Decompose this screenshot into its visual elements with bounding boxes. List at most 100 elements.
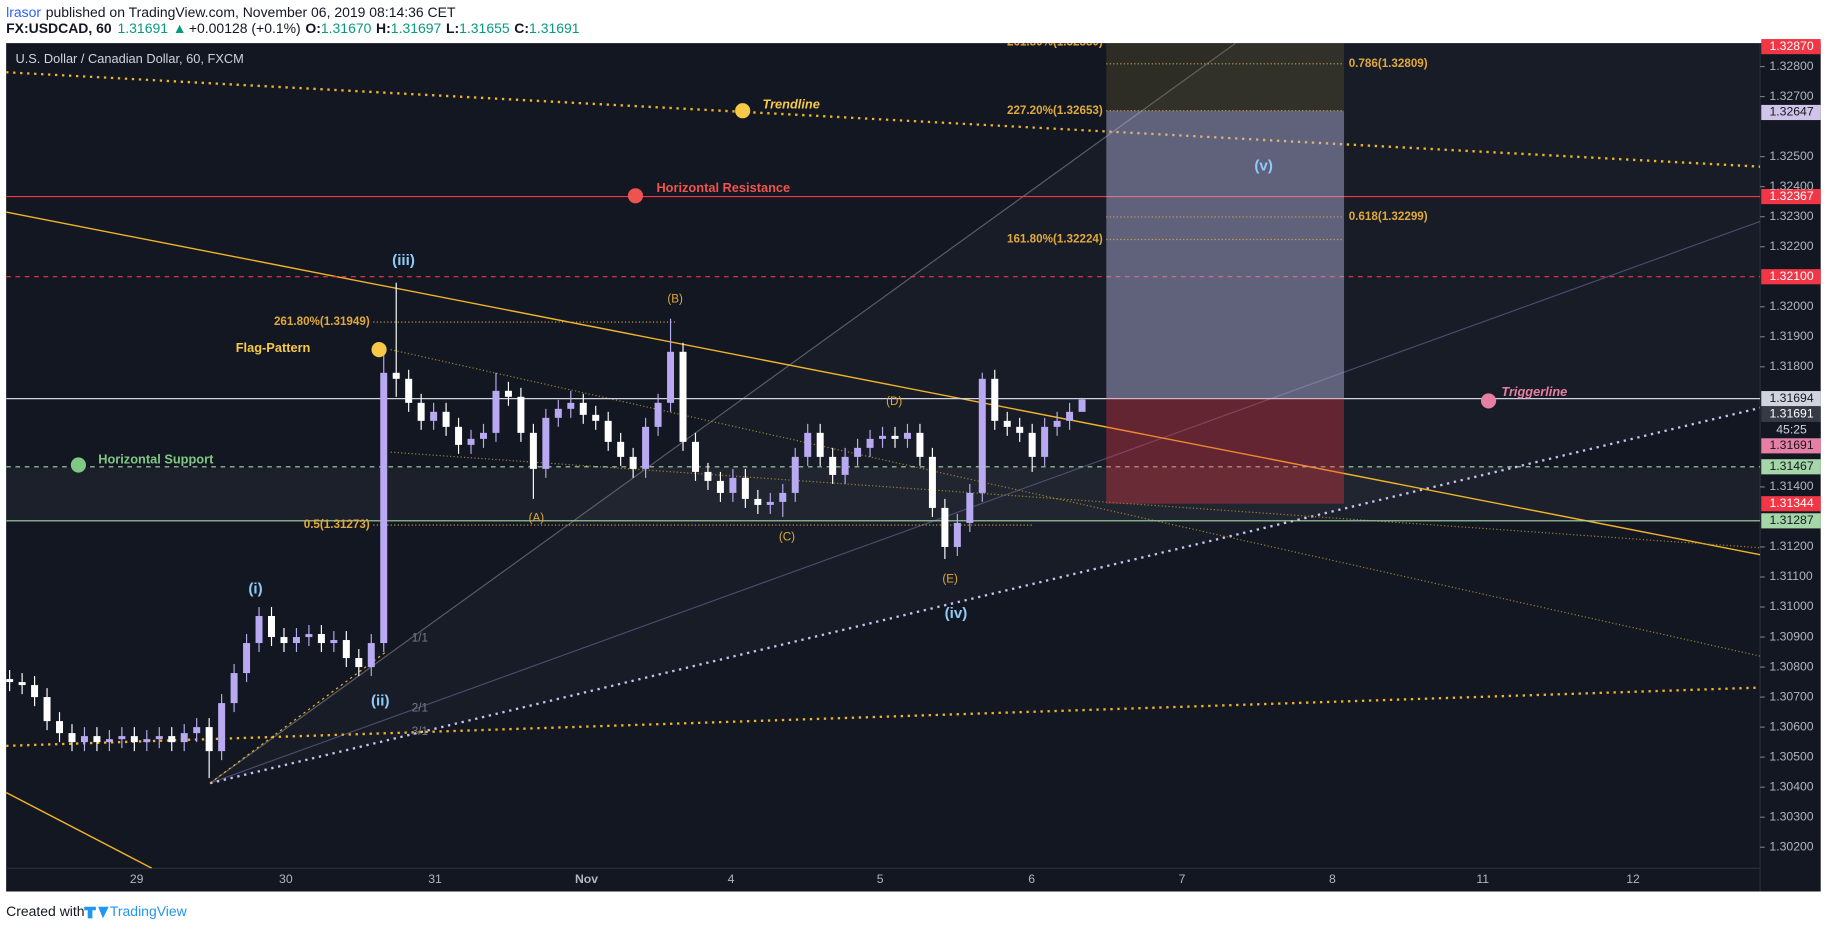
footer-brand: TradingView: [110, 903, 188, 919]
y-tick-label: 1.30200: [1769, 839, 1813, 853]
candle-body: [430, 411, 438, 421]
footer-background: [6, 891, 1828, 930]
fib-label: 0.786(1.32809): [1349, 57, 1428, 70]
price-tag: 1.31344: [1769, 496, 1813, 510]
candle-body: [642, 426, 650, 469]
price-tag-bg: [1761, 459, 1821, 475]
candle-body: [68, 733, 76, 743]
symbol-line: FX:USDCAD, 60 1.31691 ▲ +0.00128 (+0.1%) O:1…: [6, 20, 580, 36]
candle-body: [31, 685, 39, 698]
annotation: Horizontal Resistance: [656, 180, 790, 195]
candle-body: [928, 456, 936, 508]
candle-body: [105, 739, 113, 743]
candle-body: [941, 507, 949, 547]
candle-body: [1028, 432, 1036, 457]
candle-body: [891, 435, 899, 439]
arrow: ▲: [173, 20, 187, 36]
candle-body: [604, 420, 612, 442]
countdown: 45:25: [1776, 422, 1807, 436]
candle-body: [205, 727, 213, 752]
x-tick-label: 8: [1329, 872, 1336, 886]
last-price: 1.31691: [118, 20, 169, 36]
price-tag: 1.31287: [1769, 513, 1813, 527]
ohlc-value: 1.31691: [529, 20, 580, 36]
y-tick-label: 1.31100: [1769, 569, 1812, 583]
y-tick-label: 1.30800: [1769, 659, 1813, 673]
x-tick-label: 30: [279, 872, 293, 886]
candle-body: [193, 727, 201, 734]
price-tag-bg: [1761, 188, 1821, 205]
candle-body: [93, 736, 101, 743]
y-tick-label: 1.32800: [1769, 59, 1813, 73]
y-tick-label: 1.31900: [1769, 329, 1813, 343]
fan-label: 3/1: [412, 725, 428, 738]
candle-body: [617, 441, 625, 457]
wave-label: (v): [1254, 158, 1273, 175]
candle-body: [168, 736, 176, 743]
y-tick-label: 1.30500: [1769, 749, 1813, 763]
wave-label: (iv): [945, 605, 968, 622]
y-tick-label: 1.30600: [1769, 719, 1813, 733]
candle-body: [667, 351, 675, 403]
candle-body: [654, 402, 662, 427]
candle-body: [6, 679, 14, 683]
price-tag-bg: [1761, 39, 1821, 55]
author: lrasor: [6, 4, 41, 20]
candle-body: [380, 372, 388, 644]
price-tag: 1.31691: [1769, 407, 1813, 421]
candle-body: [43, 697, 51, 722]
candle-body: [841, 456, 849, 475]
candle-body: [355, 658, 363, 668]
ohlc-key: L:: [446, 20, 459, 36]
x-tick-label: 12: [1626, 872, 1640, 886]
y-tick-label: 1.32700: [1769, 89, 1813, 103]
candle-body: [916, 432, 924, 457]
candle-body: [866, 438, 874, 448]
logo: [84, 906, 109, 919]
price-tag-bg: [1761, 406, 1821, 422]
y-tick-label: 1.30700: [1769, 689, 1813, 703]
annotation-dot: [735, 103, 751, 119]
trend-line: [6, 791, 153, 869]
ohlc-value: 1.31670: [321, 20, 372, 36]
fan-label: 2/1: [412, 702, 428, 715]
candle-body: [1003, 420, 1011, 427]
wave-label: (i): [248, 581, 262, 598]
candle-body: [180, 733, 188, 743]
fib-label: 161.80%(1.32224): [1007, 233, 1103, 246]
ohlc-key: H:: [376, 20, 391, 36]
candle-body: [143, 739, 151, 743]
candle-body: [330, 640, 338, 644]
candle-body: [966, 492, 974, 523]
price-tag: 1.31467: [1769, 459, 1813, 473]
price-tag: 1.32100: [1769, 269, 1813, 283]
fib-label: 261.80%(1.31949): [274, 315, 370, 328]
candle-body: [1078, 399, 1086, 412]
fan-line: [209, 406, 1761, 785]
candle-body: [953, 522, 961, 547]
channel-line: [390, 451, 1761, 549]
ohlc-key: O:: [305, 20, 321, 36]
price-tag-bg: [1761, 496, 1821, 512]
fib-label: 227.20%(1.32653): [1007, 104, 1103, 117]
candle-body: [467, 438, 475, 445]
fan-line: [209, 43, 1236, 784]
countdown-bg: [1761, 422, 1821, 438]
annotation: Flag-Pattern: [236, 340, 311, 355]
y-tick-label: 1.31000: [1769, 599, 1813, 613]
candle-body: [517, 396, 525, 433]
candle-body: [691, 441, 699, 472]
candle-body: [118, 736, 126, 740]
candle-body: [903, 432, 911, 439]
annotation-dot: [627, 188, 644, 204]
fan-line: [209, 220, 1761, 784]
price-tag-bg: [1761, 391, 1821, 407]
candle-body: [305, 634, 313, 638]
candle-body: [991, 378, 999, 421]
candle-body: [679, 351, 687, 442]
corrective-label: (A): [529, 512, 545, 525]
price-tag: 1.32367: [1769, 189, 1813, 203]
labels: Trendline Horizontal Resistance Flag-Patte…: [70, 39, 1821, 738]
